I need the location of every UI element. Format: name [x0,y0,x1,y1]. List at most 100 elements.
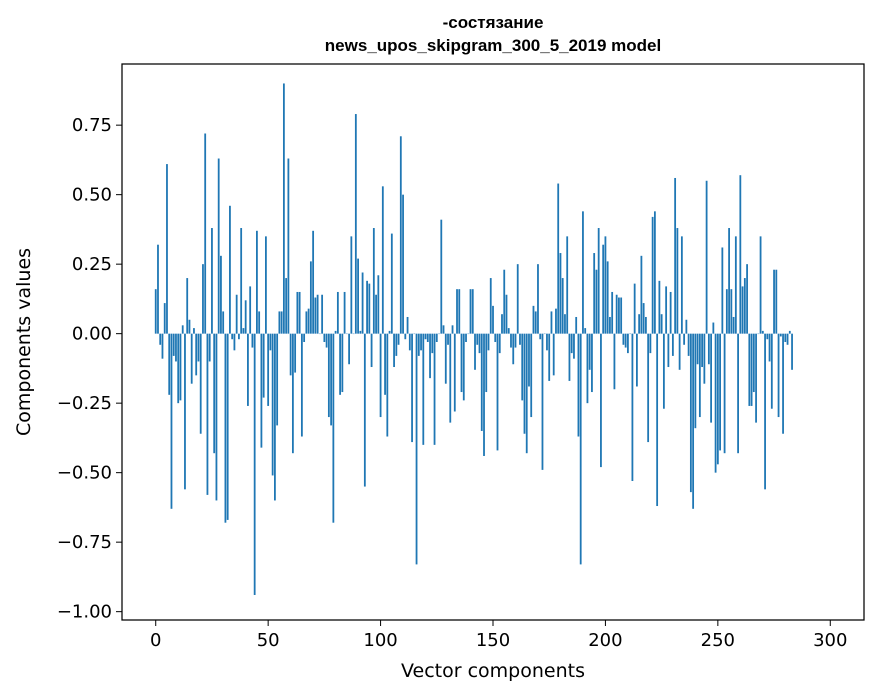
bar [636,334,638,387]
bar [652,217,654,334]
bar [706,181,708,334]
bar [517,264,519,334]
bar [447,334,449,345]
bar [580,334,582,565]
bar [287,159,289,334]
bar [726,289,728,333]
bar [341,334,343,392]
bar [375,295,377,334]
bar [404,334,406,340]
chart-title-line-2: news_upos_skipgram_300_5_2019 model [325,36,661,55]
bar [216,334,218,501]
bar [681,236,683,333]
bar [416,334,418,565]
bar [773,270,775,334]
bar [155,289,157,333]
bar [420,334,422,351]
bar [276,334,278,426]
bar [162,334,164,359]
bar [787,334,789,345]
bar [314,298,316,334]
bar [679,334,681,370]
bar [400,136,402,333]
bar [771,334,773,409]
x-tick-label: 100 [363,630,397,651]
bar [537,264,539,334]
bar [564,314,566,333]
bar [168,334,170,395]
bar [632,334,634,481]
bar [265,236,267,333]
bar [364,334,366,487]
bar [571,334,573,353]
bar [252,334,254,348]
bar [357,259,359,334]
bar [555,309,557,334]
bar [744,278,746,334]
bar [656,334,658,506]
bar [350,236,352,333]
bar [283,83,285,333]
bar [490,278,492,334]
bar [742,286,744,333]
bar [751,334,753,406]
bar [775,270,777,334]
bar [200,334,202,434]
y-tick-label: −0.50 [57,463,112,484]
bar [166,164,168,334]
bar [703,334,705,384]
bar [373,228,375,334]
bar [546,334,548,351]
bar [692,334,694,509]
bar [528,334,530,387]
bar [508,328,510,334]
bar [697,334,699,365]
bar [616,295,618,334]
bar [348,334,350,365]
bar [719,334,721,451]
bar [611,292,613,334]
bar [701,334,703,367]
y-tick-label: −1.00 [57,602,112,623]
bar [393,334,395,367]
y-tick-label: 0.50 [72,185,112,206]
bar [778,334,780,417]
bar [470,289,472,333]
bar [281,311,283,333]
bar [171,334,173,509]
bar [285,278,287,334]
bar [312,231,314,334]
bar [332,334,334,523]
bar [236,295,238,334]
bar [231,334,233,340]
bar [715,334,717,473]
bar [222,311,224,333]
bar [533,306,535,334]
bar [299,292,301,334]
bar [274,334,276,501]
bar [303,334,305,342]
bar [699,334,701,417]
bar [292,334,294,454]
bar [712,323,714,334]
bar [234,334,236,351]
bar [672,334,674,356]
bar [368,284,370,334]
bar [247,334,249,406]
bar [362,273,364,334]
bar [627,334,629,353]
bar [641,256,643,334]
bar [425,334,427,340]
bar [225,334,227,523]
bar [645,317,647,334]
bar [499,334,501,353]
bar [721,247,723,333]
bar [676,228,678,334]
bar [481,334,483,431]
bar [204,134,206,334]
bar [766,334,768,340]
x-tick-label: 300 [813,630,847,651]
bar [643,303,645,334]
bar [600,334,602,467]
